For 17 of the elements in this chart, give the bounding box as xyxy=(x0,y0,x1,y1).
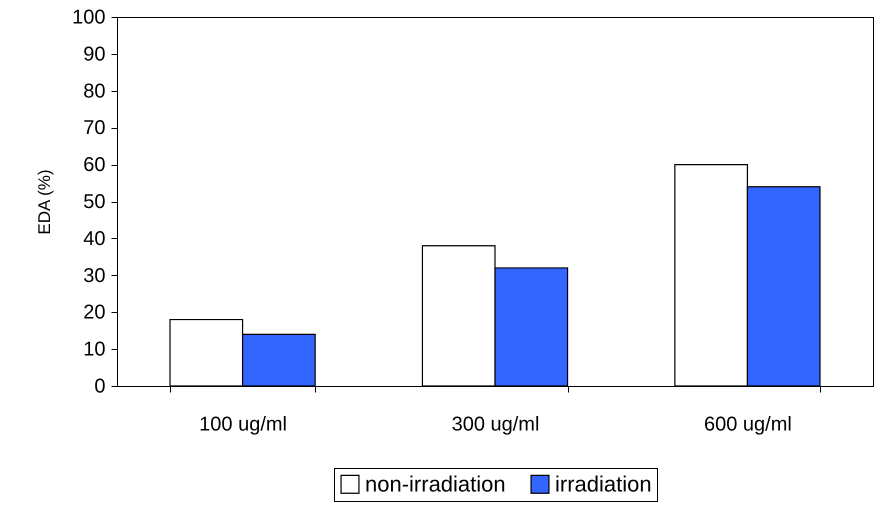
y-axis-title: EDA (%) xyxy=(35,169,54,235)
y-tick-label: 80 xyxy=(83,80,106,102)
x-tick-label: 300 ug/ml xyxy=(452,414,540,436)
x-tick-label: 100 ug/ml xyxy=(199,414,287,436)
y-tick-label: 30 xyxy=(83,264,106,287)
y-tick-label: 20 xyxy=(83,302,106,324)
y-tick-label: 10 xyxy=(83,338,106,361)
y-tick-label: 100 xyxy=(72,6,106,28)
y-tick-label: 60 xyxy=(83,154,106,176)
legend-label: non-irradiation xyxy=(365,471,506,496)
y-tick-label: 70 xyxy=(83,117,106,140)
y-tick-label: 50 xyxy=(83,191,106,213)
y-tick-label: 90 xyxy=(83,43,106,66)
x-tick-label: 600 ug/ml xyxy=(704,414,792,436)
y-tick-label: 0 xyxy=(94,376,106,398)
y-tick-label: 40 xyxy=(83,228,106,250)
legend-label: irradiation xyxy=(555,471,652,496)
